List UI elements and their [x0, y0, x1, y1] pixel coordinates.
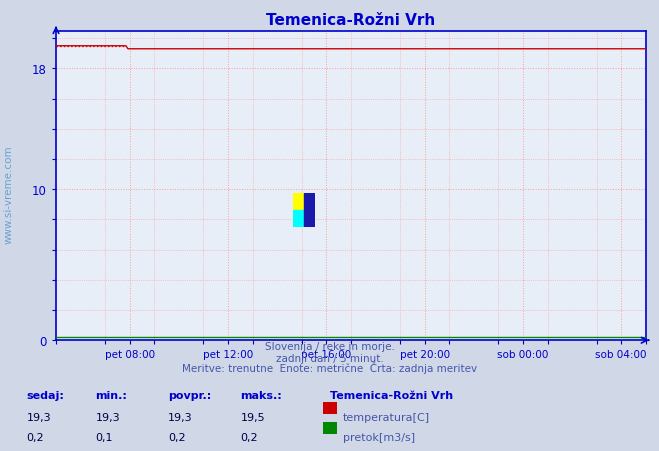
Text: pretok[m3/s]: pretok[m3/s]	[343, 432, 415, 442]
Text: 19,3: 19,3	[168, 412, 192, 422]
Text: zadnji dan / 5 minut.: zadnji dan / 5 minut.	[275, 353, 384, 363]
Text: 19,3: 19,3	[26, 412, 51, 422]
Bar	[293, 211, 304, 228]
Text: temperatura[C]: temperatura[C]	[343, 412, 430, 422]
Text: 19,5: 19,5	[241, 412, 265, 422]
Title: Temenica-Rožni Vrh: Temenica-Rožni Vrh	[266, 13, 436, 28]
Text: 0,2: 0,2	[241, 432, 258, 442]
Text: Meritve: trenutne  Enote: metrične  Črta: zadnja meritev: Meritve: trenutne Enote: metrične Črta: …	[182, 362, 477, 373]
Text: 0,2: 0,2	[168, 432, 186, 442]
Text: www.si-vreme.com: www.si-vreme.com	[3, 145, 14, 243]
Bar	[293, 194, 304, 211]
Text: sedaj:: sedaj:	[26, 390, 64, 400]
Text: 0,1: 0,1	[96, 432, 113, 442]
Text: povpr.:: povpr.:	[168, 390, 212, 400]
Text: Temenica-Rožni Vrh: Temenica-Rožni Vrh	[330, 390, 453, 400]
Text: 0,2: 0,2	[26, 432, 44, 442]
Text: min.:: min.:	[96, 390, 127, 400]
Text: maks.:: maks.:	[241, 390, 282, 400]
Text: 19,3: 19,3	[96, 412, 120, 422]
Text: Slovenija / reke in morje.: Slovenija / reke in morje.	[264, 341, 395, 351]
Bar	[304, 194, 315, 228]
